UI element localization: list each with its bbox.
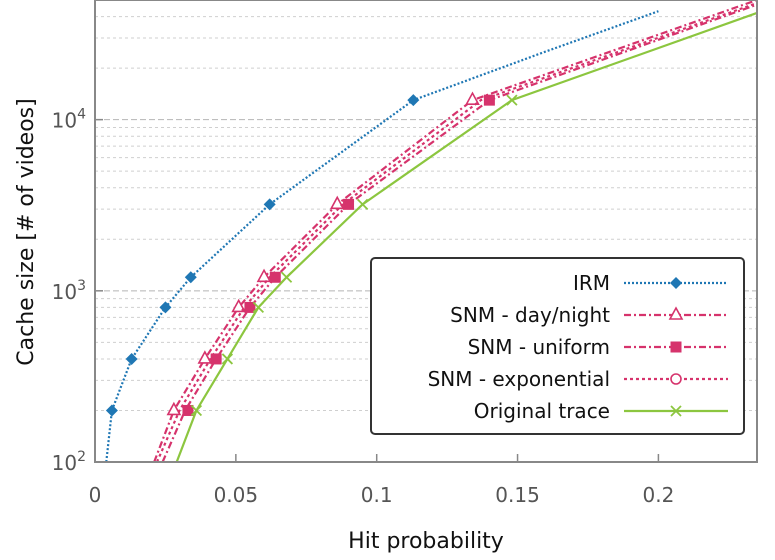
- series-original-trace: [175, 11, 757, 462]
- data-point-snm-day-night: [231, 298, 247, 313]
- data-point-snm-uniform: [182, 404, 194, 416]
- x-axis-ticks: 0 0.05 0.1 0.15 0.2: [89, 454, 674, 507]
- x-tick-label: 0: [89, 483, 102, 507]
- x-tick-label: 0.15: [495, 483, 540, 507]
- legend-label-snm-uniform: SNM - uniform: [468, 335, 610, 359]
- marker-stroke: [280, 271, 293, 283]
- series-group: [105, 0, 757, 462]
- data-point-irm: [159, 301, 172, 314]
- x-tick-label: 0.2: [642, 483, 674, 507]
- legend-label-snm-day-night: SNM - day/night: [450, 303, 610, 327]
- data-point-irm: [125, 352, 138, 365]
- series-snm-day-night: [153, 0, 757, 462]
- legend-label-snm-exponential: SNM - exponential: [428, 367, 610, 391]
- marker-stroke: [221, 353, 234, 365]
- legend-label-irm: IRM: [573, 271, 610, 295]
- data-point-snm-uniform: [269, 271, 281, 283]
- data-point-snm-uniform: [210, 353, 222, 365]
- legend-swatch-marker-snm-exponential: [670, 373, 682, 385]
- legend-swatch-marker-snm-day-night: [668, 306, 684, 320]
- data-point-snm-day-night: [197, 350, 213, 364]
- x-tick-label: 0.1: [361, 483, 393, 507]
- data-point-snm-day-night: [166, 401, 182, 416]
- data-point-original-trace: [280, 271, 293, 283]
- data-point-original-trace: [190, 404, 203, 417]
- data-point-original-trace: [252, 301, 265, 314]
- y-axis-ticks: 102 103 104: [52, 107, 103, 475]
- marker-stroke: [190, 404, 203, 417]
- y-tick-label: 102: [52, 449, 86, 475]
- legend: IRM SNM - day/night SNM - uniform SNM - …: [370, 257, 745, 435]
- x-tick-label: 0.05: [214, 483, 259, 507]
- marker-stroke: [506, 94, 518, 106]
- data-point-snm-uniform: [483, 94, 495, 106]
- series-snm-uniform: [161, 3, 757, 462]
- data-point-snm-day-night: [329, 195, 345, 210]
- data-point-snm-day-night: [256, 268, 272, 283]
- data-point-snm-uniform: [244, 301, 256, 313]
- legend-swatch-marker-irm: [670, 277, 682, 289]
- legend-swatch-marker-original-trace: [670, 405, 682, 417]
- data-point-irm: [105, 404, 118, 417]
- legend-box: [370, 257, 745, 435]
- legend-swatch-marker-snm-uniform: [670, 341, 682, 353]
- series-line-snm-uniform: [161, 3, 757, 462]
- series-line-original-trace: [175, 11, 757, 462]
- series-snm-exponential: [155, 1, 757, 462]
- y-axis-label: Cache size [# of videos]: [14, 98, 39, 365]
- marker-stroke: [670, 405, 682, 417]
- data-point-snm-uniform: [343, 198, 355, 210]
- series-irm: [105, 10, 659, 462]
- series-line-snm-day-night: [153, 0, 757, 462]
- data-point-original-trace: [506, 94, 518, 106]
- data-point-irm: [407, 94, 420, 107]
- legend-swatches: [624, 277, 728, 417]
- marker-stroke: [252, 301, 265, 314]
- series-line-snm-exponential: [155, 1, 757, 462]
- data-point-original-trace: [356, 198, 369, 210]
- plot-frame: [94, 0, 758, 463]
- x-axis-label: Hit probability: [348, 529, 504, 554]
- data-point-irm: [184, 271, 197, 284]
- y-tick-label: 103: [52, 278, 86, 304]
- data-point-snm-day-night: [465, 91, 480, 105]
- data-point-irm: [263, 198, 276, 211]
- legend-label-original-trace: Original trace: [474, 399, 610, 423]
- marker-stroke: [356, 198, 369, 210]
- y-tick-label: 104: [52, 107, 86, 133]
- data-point-original-trace: [221, 353, 234, 365]
